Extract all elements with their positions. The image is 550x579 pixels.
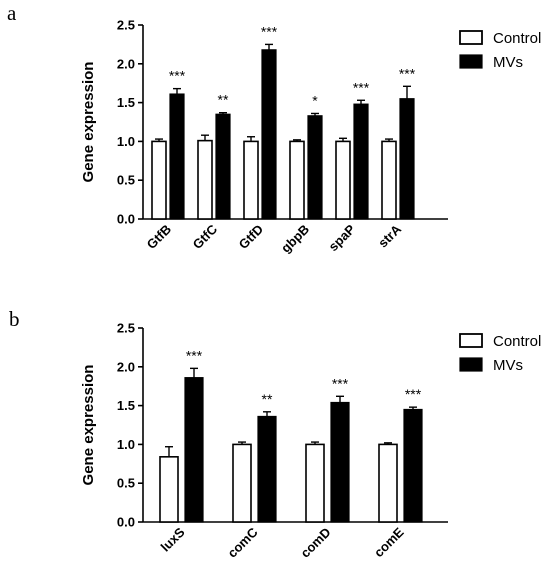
control-bar: [378, 443, 398, 523]
control-bar: [232, 443, 252, 523]
mvs-bar: [169, 93, 185, 220]
significance-label: ***: [332, 375, 349, 391]
mvs-bar: [261, 49, 277, 220]
control-bar: [381, 140, 397, 220]
category-label: comD: [297, 525, 333, 561]
y-tick-label: 0.0: [117, 515, 135, 530]
category-label: spaP: [326, 221, 359, 254]
control-bar: [289, 140, 305, 220]
control-bar: [197, 139, 213, 220]
category-label: gbpB: [278, 222, 312, 256]
panel-letter-b: b: [9, 307, 20, 331]
mvs-bar: [307, 115, 323, 220]
significance-label: ***: [399, 65, 416, 81]
legend-swatch-mvs: [459, 357, 483, 372]
mvs-bar: [353, 103, 369, 220]
control-bar: [159, 456, 179, 523]
significance-label: ***: [405, 386, 422, 402]
category-label: comE: [371, 524, 407, 560]
control-bar: [243, 140, 259, 220]
chart-panel-b: 0.0 0.5 1.0 1.5 2.0 2.5 Gene expression *** luxS…: [80, 321, 541, 561]
y-tick-label: 1.5: [117, 398, 135, 413]
y-tick-label: 0.0: [117, 212, 135, 227]
y-tick-label: 0.5: [117, 173, 135, 188]
category-label: strA: [375, 221, 404, 250]
y-axis-title: Gene expression: [80, 365, 97, 486]
mvs-bar: [215, 113, 231, 220]
control-bar: [151, 140, 167, 220]
mvs-bar: [257, 415, 277, 523]
legend-swatch-control: [459, 30, 483, 45]
y-tick-label: 2.0: [117, 56, 135, 71]
control-bar: [335, 140, 351, 220]
category-label: luxS: [158, 524, 188, 554]
significance-label: ***: [261, 23, 278, 39]
category-label: comC: [224, 524, 261, 561]
y-tick-label: 1.5: [117, 95, 135, 110]
legend-label-mvs: MVs: [493, 54, 523, 71]
y-tick-label: 2.5: [117, 321, 135, 336]
significance-label: *: [312, 92, 318, 108]
legend-label-control: Control: [493, 30, 541, 47]
panel-letter-a: a: [7, 1, 17, 25]
y-tick-label: 1.0: [117, 437, 135, 452]
significance-label: ***: [353, 79, 370, 95]
mvs-bar: [184, 377, 204, 523]
y-tick-label: 2.5: [117, 18, 135, 33]
y-tick-label: 2.0: [117, 359, 135, 374]
category-label: GtfC: [190, 221, 221, 252]
mvs-bar: [330, 401, 350, 523]
control-bar: [305, 443, 325, 523]
y-tick-label: 1.0: [117, 134, 135, 149]
legend-swatch-control: [459, 333, 483, 348]
legend-label-control: Control: [493, 333, 541, 350]
mvs-bar: [399, 98, 415, 220]
legend-swatch-mvs: [459, 54, 483, 69]
significance-label: ***: [186, 347, 203, 363]
category-label: GtfB: [144, 222, 175, 253]
y-axis-title: Gene expression: [80, 62, 97, 183]
significance-label: **: [262, 391, 273, 407]
category-label: GtfD: [236, 222, 267, 253]
legend-label-mvs: MVs: [493, 357, 523, 374]
significance-label: ***: [169, 68, 186, 84]
significance-label: **: [218, 92, 229, 108]
mvs-bar: [403, 408, 423, 523]
y-tick-label: 0.5: [117, 476, 135, 491]
